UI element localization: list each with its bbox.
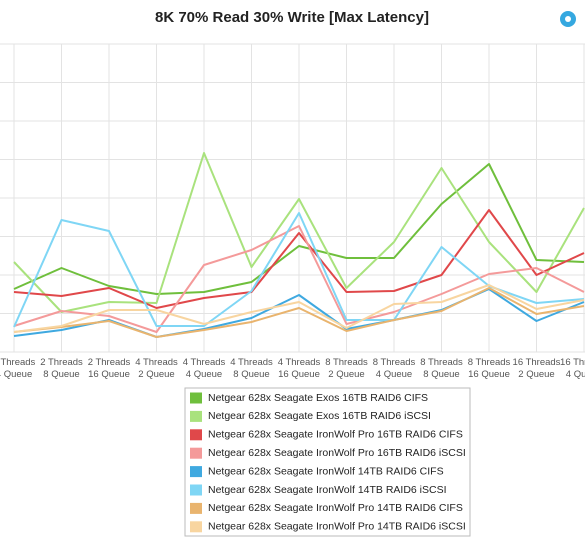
series-line [13,209,585,309]
x-tick-label: 4 Threads 16 Queue [278,357,321,380]
x-tick-label: 8 Threads 2 Queue [325,357,368,380]
x-tick-label: 2 Threads 16 Queue [88,357,131,380]
legend-swatch [190,429,202,441]
logo-icon [560,11,576,27]
legend-swatch [190,392,202,404]
chart-title: 8K 70% Read 30% Write [Max Latency] [155,9,429,26]
x-tick-label: 4 Threads 8 Queue [230,357,273,380]
series-line [13,225,585,333]
series-line [13,163,585,295]
x-tick-label: 8 Threads 8 Queue [420,357,463,380]
legend-label: Netgear 628x Seagate Exos 16TB RAID6 iSC… [208,410,431,422]
x-tick-label: 8 Threads 16 Queue [468,357,511,380]
x-tick-label: 16 Threads 2 Queue [513,357,561,380]
legend-label: Netgear 628x Seagate IronWolf Pro 14TB R… [208,502,463,514]
legend-swatch [190,410,202,422]
legend-label: Netgear 628x Seagate Exos 16TB RAID6 CIF… [208,392,428,404]
legend-swatch [190,447,202,459]
legend-label: Netgear 628x Seagate IronWolf Pro 16TB R… [208,429,463,441]
legend-label: Netgear 628x Seagate IronWolf Pro 14TB R… [208,521,466,533]
legend-swatch [190,484,202,496]
series-line [13,284,585,333]
series-line [13,287,585,338]
x-tick-label: 4 Threads 4 Queue [183,357,226,380]
x-tick-label: 2 Threads 8 Queue [40,357,83,380]
legend-box [184,387,471,537]
legend-label: Netgear 628x Seagate IronWolf 14TB RAID6… [208,484,447,496]
x-tick-label: 4 Threads 2 Queue [135,357,178,380]
legend-label: Netgear 628x Seagate IronWolf Pro 16TB R… [208,447,466,459]
legend-swatch [190,521,202,533]
series-line [13,152,585,313]
legend-label: Netgear 628x Seagate IronWolf 14TB RAID6… [208,465,444,477]
legend-swatch [190,502,202,514]
x-tick-label: 8 Threads 4 Queue [373,357,416,380]
legend-swatch [190,466,202,478]
